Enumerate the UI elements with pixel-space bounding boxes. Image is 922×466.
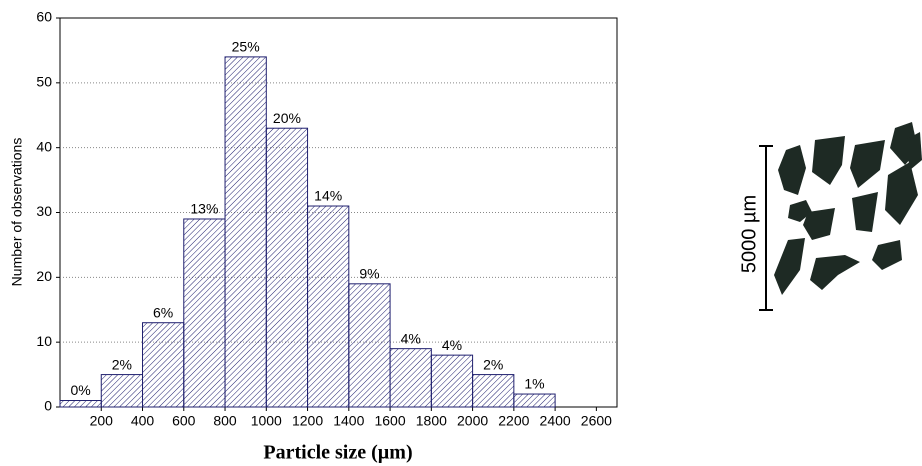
bar — [307, 205, 350, 408]
particle-image: 5000 µm — [738, 122, 922, 311]
x-tick-label: 2600 — [581, 413, 612, 429]
y-tick-label: 30 — [36, 203, 52, 219]
bar-label: 20% — [273, 110, 301, 126]
bar-label: 25% — [232, 39, 260, 55]
x-tick-label: 800 — [213, 413, 237, 429]
bar-label: 13% — [190, 201, 218, 217]
x-tick-label: 2400 — [540, 413, 571, 429]
x-axis-label: Particle size (µm) — [263, 442, 412, 464]
x-tick-label: 600 — [172, 413, 196, 429]
plot: 0 10 20 30 40 50 60 200 400 600 800 1000 1200 1400 160… — [36, 9, 618, 429]
x-tick-label: 1600 — [374, 413, 405, 429]
x-tick-label: 1400 — [333, 413, 364, 429]
bar — [59, 400, 102, 408]
y-tick-label: 20 — [36, 268, 52, 284]
bar-label: 2% — [112, 356, 132, 372]
x-tick-label: 1000 — [251, 413, 282, 429]
bar-label: 2% — [483, 356, 503, 372]
y-tick-label: 10 — [36, 333, 52, 349]
bar-label: 6% — [153, 304, 173, 320]
y-axis-label: Number of observations — [9, 138, 25, 287]
bar — [348, 283, 391, 408]
y-tick-label: 40 — [36, 138, 52, 154]
x-tick-label: 200 — [90, 413, 114, 429]
bar — [142, 322, 185, 408]
x-tick-label: 2000 — [457, 413, 488, 429]
bar — [430, 354, 474, 408]
bar — [183, 218, 226, 408]
bar-label: 9% — [359, 266, 379, 282]
x-tick-label: 400 — [131, 413, 155, 429]
bar-label: 1% — [524, 376, 544, 392]
bar — [472, 374, 515, 408]
bar-label: 0% — [71, 382, 91, 398]
bar-label: 4% — [401, 330, 421, 346]
bar — [513, 393, 556, 408]
y-tick-label: 50 — [36, 74, 52, 90]
bar-label: 14% — [314, 188, 342, 204]
bar — [100, 374, 144, 408]
y-tick-label: 60 — [36, 9, 52, 25]
x-tick-label: 1200 — [292, 413, 323, 429]
bar — [389, 348, 432, 408]
x-tick-label: 1800 — [416, 413, 447, 429]
bar — [224, 56, 267, 408]
scale-bar-label: 5000 µm — [738, 195, 760, 273]
bar-label: 4% — [442, 337, 462, 353]
bar — [265, 127, 309, 408]
x-tick-label: 2200 — [498, 413, 529, 429]
y-tick-label: 0 — [44, 398, 52, 414]
